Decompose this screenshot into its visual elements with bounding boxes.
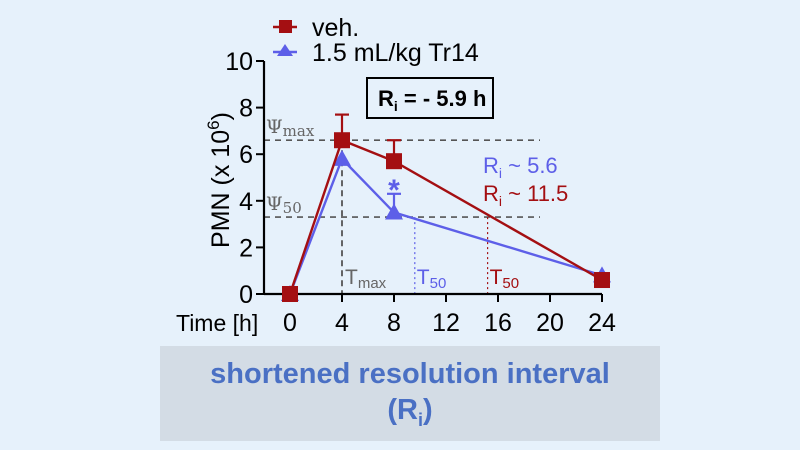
legend-veh-marker: [279, 20, 292, 33]
caption-box: shortened resolution interval (Ri): [160, 346, 660, 441]
y-tick-label: 2: [239, 234, 253, 262]
veh-line: [288, 138, 603, 295]
x-tick-label: 4: [335, 309, 349, 337]
x-tick-label: 20: [536, 309, 564, 337]
y-tick-label: 6: [239, 141, 253, 169]
x-tick-label: 24: [588, 309, 616, 337]
series: [281, 113, 611, 302]
ri-box-text: Ri = - 5.9 h: [378, 86, 486, 114]
ri-tr14-annotation: Ri ~ 5.6: [483, 153, 558, 181]
t50-tr14-label: T50: [417, 266, 447, 292]
ri-box: [366, 77, 494, 119]
y-tick-label: 10: [225, 48, 253, 76]
veh-marker: [334, 132, 350, 149]
significance-star: *: [388, 174, 400, 207]
t50-veh-label: T50: [490, 266, 520, 292]
tr14-line: [288, 156, 603, 295]
y-tick-label: 8: [239, 95, 253, 123]
legend-veh-label: veh.: [312, 14, 359, 42]
x-tick-label: 16: [484, 309, 512, 337]
legend: veh.1.5 mL/kg Tr14: [273, 14, 479, 67]
t-max-label: Tmax: [345, 266, 387, 292]
psi-max-label: Ψmax: [266, 116, 315, 140]
psi-50-label: Ψ50: [266, 193, 302, 217]
y-axis-label: PMN (x 106): [204, 112, 235, 248]
veh-marker: [282, 286, 298, 302]
veh-marker: [386, 153, 402, 170]
x-tick-label: 12: [432, 309, 460, 337]
legend-tr14-marker: [277, 44, 293, 56]
x-tick-label: 8: [387, 309, 401, 337]
x-tick-label: 0: [283, 309, 297, 337]
legend-tr14-label: 1.5 mL/kg Tr14: [312, 39, 479, 67]
labels: veh.1.5 mL/kg Tr14 Ri = - 5.9 h Ri ~ 5.6Ri…: [266, 14, 568, 292]
caption-line1: shortened resolution interval: [210, 358, 610, 390]
caption-line2: (Ri): [387, 394, 433, 430]
tr14-marker: [333, 149, 351, 166]
ri-veh-annotation: Ri ~ 11.5: [483, 181, 568, 209]
tr14-marker: [385, 203, 403, 220]
veh-marker: [594, 272, 610, 289]
y-tick-label: 0: [239, 281, 253, 309]
x-axis-label: Time [h]: [176, 310, 258, 336]
y-tick-label: 4: [239, 188, 253, 216]
